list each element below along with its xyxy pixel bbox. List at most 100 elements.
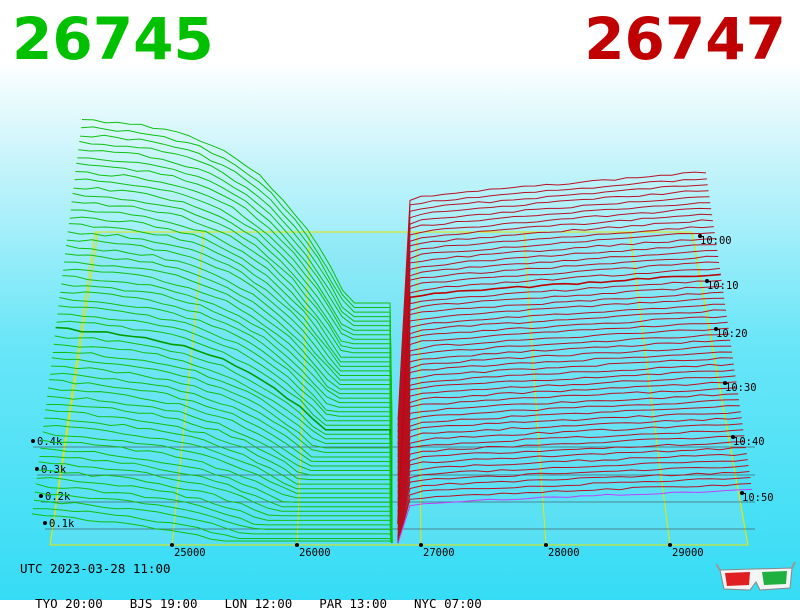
bid-depth-line [50, 365, 393, 544]
ask-depth-line [397, 291, 724, 543]
depth-tick-mark [31, 439, 35, 443]
ask-depth-line [397, 387, 738, 544]
utc-time: UTC 2023-03-28 11:00 [20, 561, 171, 576]
x-tick-label: 28000 [548, 547, 580, 559]
bid-depth-line [73, 186, 393, 476]
bid-depth-line [31, 513, 393, 544]
ask-depth-line [397, 244, 717, 494]
3d-glasses-icon[interactable] [716, 560, 796, 594]
ask-depth-line [397, 196, 710, 445]
bid-depth-line [65, 244, 393, 525]
bid-depth-line [70, 209, 393, 494]
bid-depth-line [40, 447, 393, 544]
bid-depth-line [34, 491, 393, 544]
time-tick-label: 10:10 [707, 280, 739, 292]
ask-depth-line [397, 435, 745, 544]
ask-depth-line [397, 459, 748, 544]
ask-depth-line [397, 171, 707, 421]
ask-depth-line [397, 429, 744, 544]
x-tick-mark [419, 543, 423, 547]
x-tick-mark [668, 543, 672, 547]
bid-depth-line [80, 134, 393, 433]
ask-depth-line [397, 363, 734, 544]
bid-depth-line [76, 162, 393, 457]
ask-depth-line [397, 297, 725, 544]
bid-depth-line [32, 508, 393, 544]
bid-depth-line [35, 483, 393, 544]
ask-depth-line [397, 453, 747, 544]
bid-depth-line [81, 126, 393, 427]
bid-depth-line [37, 469, 393, 544]
bid-depth-line [67, 231, 393, 513]
time-tick-label: 10:00 [700, 235, 732, 247]
time-tick-mark [698, 234, 702, 238]
time-tick-label: 10:30 [725, 382, 757, 394]
bid-depth-line [74, 178, 393, 470]
ask-depth-line [397, 369, 735, 544]
ask-depth-line [397, 213, 713, 463]
bid-depth-line [60, 291, 393, 544]
time-tick-mark [714, 327, 718, 331]
bid-depth-line [47, 395, 393, 544]
time-tick-label: 10:40 [733, 436, 765, 448]
grid-line [171, 231, 205, 546]
bid-depth-line [57, 313, 393, 544]
ask-depth-line [397, 381, 737, 544]
time-tick-mark [731, 435, 735, 439]
depth-tick-label: 0.1k [49, 518, 75, 530]
depth-tick-mark [39, 494, 43, 498]
depth-tick-label: 0.3k [41, 464, 67, 476]
bid-depth-line [68, 223, 393, 506]
ask-depth-line [397, 411, 741, 544]
ask-depth-line [397, 333, 730, 544]
ask-depth-line [397, 477, 751, 544]
ask-depth-line [397, 345, 732, 544]
bid-depth-line [64, 253, 393, 531]
x-tick-mark [170, 543, 174, 547]
city-time-lon: LON 12:00 [224, 596, 293, 611]
ask-depth-line [397, 261, 720, 513]
city-time-tyo: TYO 20:00 [35, 596, 103, 611]
ask-depth-line [397, 232, 715, 482]
bid-depth-line [69, 216, 393, 500]
bid-depth-line [64, 261, 393, 537]
bid-depth-line [79, 140, 393, 439]
ask-depth-line [397, 417, 742, 544]
ask-depth-line [397, 471, 750, 544]
bid-depth-line [46, 404, 393, 544]
bid-depth-line [58, 305, 393, 544]
ask-depth-line [397, 483, 752, 544]
bid-depth-line [81, 119, 393, 421]
x-tick-mark [544, 543, 548, 547]
x-tick-label: 29000 [672, 547, 704, 559]
ask-depth-line [397, 423, 743, 544]
bid-depth-line [66, 239, 393, 519]
ask-depth-line [397, 309, 727, 544]
ask-depth-line [397, 339, 731, 544]
ask-depth-line [397, 250, 718, 500]
bid-depth-line [52, 351, 393, 544]
bid-depth-line [55, 326, 393, 544]
bid-depth-line [71, 201, 393, 488]
ask-depth-line [397, 202, 711, 451]
time-tick-mark [723, 381, 727, 385]
bid-depth-line [78, 149, 393, 445]
bid-depth-line [56, 320, 393, 544]
bid-depth-line [36, 477, 393, 544]
ask-depth-line [397, 184, 708, 433]
ask-depth-line [397, 255, 719, 506]
grid-line [49, 231, 99, 546]
ask-depth-line [397, 285, 723, 537]
ask-depth-line [397, 267, 720, 519]
bid-depth-line [63, 268, 393, 543]
bid-depth-line [47, 387, 393, 544]
bid-depth-line [44, 417, 393, 544]
bid-depth-line [39, 456, 393, 544]
bid-depth-line [51, 357, 393, 544]
ask-depth-line [397, 178, 707, 427]
bid-depth-line [48, 379, 393, 544]
x-tick-label: 26000 [299, 547, 331, 559]
x-tick-mark [295, 543, 299, 547]
bid-depth-line [42, 431, 393, 544]
bid-depth-line [77, 157, 393, 451]
